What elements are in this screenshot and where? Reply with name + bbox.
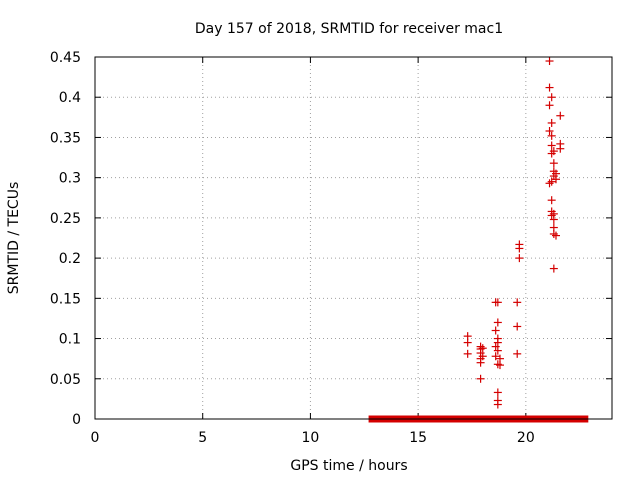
data-point (551, 231, 560, 240)
y-tick-label: 0.05 (50, 372, 81, 388)
data-point (493, 360, 502, 369)
data-point (491, 352, 500, 361)
data-point (478, 344, 487, 353)
data-point (547, 131, 556, 140)
y-tick-label: 0.3 (59, 171, 81, 187)
y-tick-label: 0.4 (59, 90, 81, 106)
plot-frame (94, 56, 613, 420)
data-point (515, 254, 524, 263)
data-point (547, 211, 556, 220)
data-point (549, 264, 558, 273)
chart-title: Day 157 of 2018, SRMTID for receiver mac… (195, 21, 503, 37)
y-axis-label: SRMTID / TECUs (6, 182, 22, 295)
x-tick-labels: 0 5 10 15 20 (91, 430, 535, 446)
data-point (545, 57, 554, 66)
grid-lines (95, 57, 612, 419)
y-tick-label: 0.45 (50, 50, 81, 66)
data-point (493, 400, 502, 409)
data-point (513, 298, 522, 307)
data-point (545, 83, 554, 92)
x-tick-label: 20 (517, 430, 535, 446)
data-point (513, 322, 522, 331)
data-point (478, 352, 487, 361)
data-point (547, 93, 556, 102)
data-point (547, 177, 556, 186)
data-point (491, 342, 500, 351)
data-points (463, 57, 565, 409)
data-point (476, 358, 485, 367)
data-point (493, 346, 502, 355)
y-tick-label: 0.15 (50, 291, 81, 307)
axis-ticks (94, 56, 612, 420)
x-tick-label: 15 (409, 430, 427, 446)
x-tick-label: 5 (198, 430, 207, 446)
data-point (545, 179, 554, 188)
data-point (515, 244, 524, 253)
data-point (547, 141, 556, 150)
data-point (495, 361, 504, 370)
data-point (463, 338, 472, 347)
data-point (493, 338, 502, 347)
y-tick-label: 0 (72, 412, 81, 428)
data-point (493, 318, 502, 327)
data-point (491, 326, 500, 335)
y-tick-label: 0.35 (50, 130, 81, 146)
data-point (556, 144, 565, 153)
y-tick-label: 0.25 (50, 211, 81, 227)
data-point (463, 349, 472, 358)
data-point (549, 215, 558, 224)
data-point (493, 298, 502, 307)
data-point (545, 127, 554, 136)
y-tick-labels: 0 0.05 0.1 0.15 0.2 0.25 0.3 0.35 0.4 0.45 (50, 50, 81, 428)
data-point (545, 101, 554, 110)
x-tick-label: 10 (302, 430, 320, 446)
y-tick-label: 0.1 (59, 332, 81, 348)
data-point (513, 349, 522, 358)
data-point (493, 388, 502, 397)
data-point (549, 159, 558, 168)
data-point (556, 111, 565, 120)
data-point (547, 118, 556, 127)
data-point (549, 229, 558, 238)
data-point (476, 374, 485, 383)
data-point (549, 147, 558, 156)
data-point (551, 175, 560, 184)
data-point (547, 196, 556, 205)
x-axis-label: GPS time / hours (290, 458, 407, 474)
x-tick-label: 0 (91, 430, 100, 446)
y-tick-label: 0.2 (59, 251, 81, 267)
